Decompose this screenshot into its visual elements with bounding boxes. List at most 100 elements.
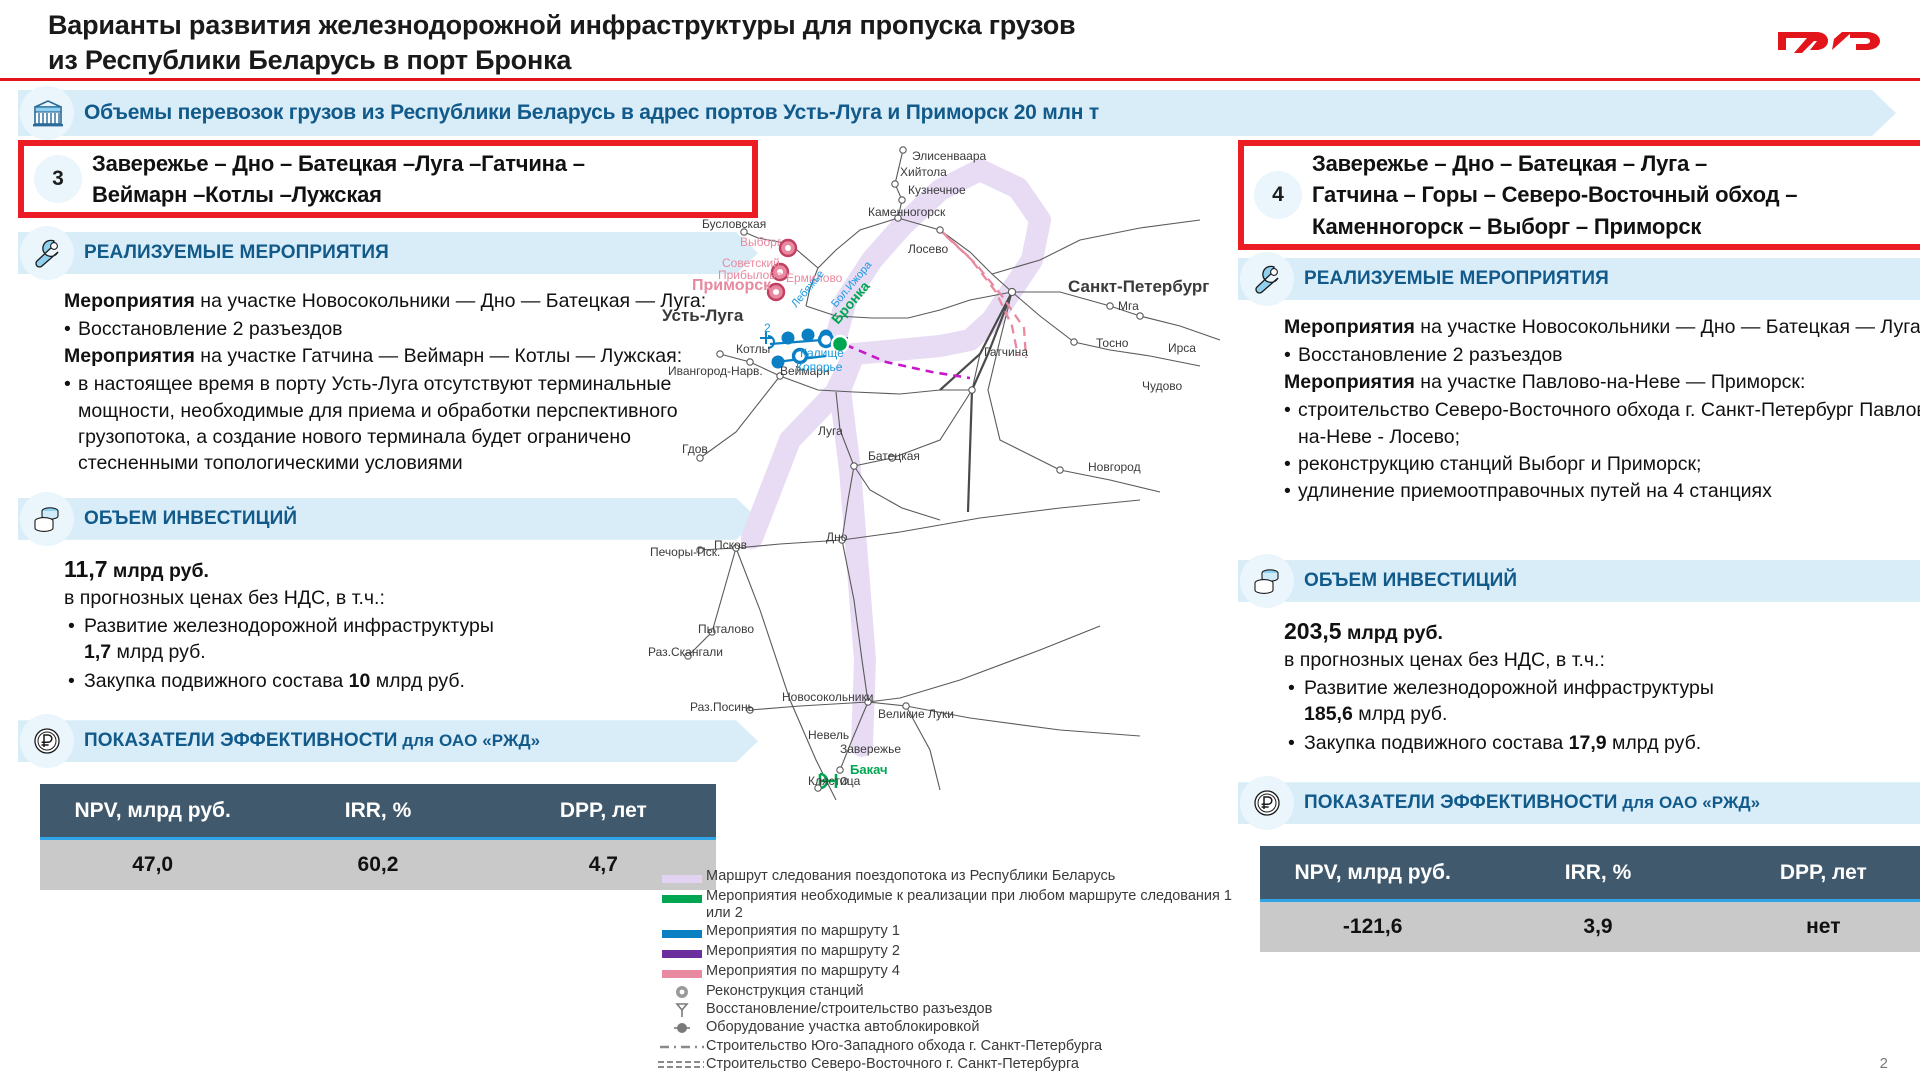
kpi-col-irr-right: IRR, % bbox=[1564, 860, 1632, 884]
investments-item-text-left-1: Развитие железнодорожной инфраструктуры … bbox=[84, 614, 494, 663]
investments-title-left: ОБЪЕМ ИНВЕСТИЦИЙ bbox=[84, 507, 298, 529]
legend-item: Оборудование участка автоблокировкой bbox=[658, 1019, 1238, 1036]
map-label: Гдов bbox=[682, 442, 708, 456]
measures-section-header-right: РЕАЛИЗУЕМЫЕ МЕРОПРИЯТИЯ bbox=[1238, 252, 1920, 306]
legend-label: Маршрут следования поездопотока из Респу… bbox=[706, 868, 1116, 884]
legend-label: Строительство Северо-Восточного г. Санкт… bbox=[706, 1055, 1079, 1072]
map-label: Печоры-Пск. bbox=[650, 545, 720, 559]
route-4-line3: Каменногорск – Выборг – Приморск bbox=[1312, 213, 1702, 239]
map-label: Псков bbox=[714, 538, 747, 552]
measures-para2-bold-right: Мероприятия bbox=[1284, 371, 1415, 394]
map-label: Хийтола bbox=[900, 165, 947, 179]
map-label: Веймарн bbox=[780, 364, 830, 378]
map-label: Котлы bbox=[736, 342, 770, 356]
page-title-line2: из Республики Беларусь в порт Бронка bbox=[48, 44, 572, 75]
wrench-icon bbox=[1255, 265, 1279, 294]
measures-para1-left: Мероприятия на участке Новосокольники — … bbox=[64, 288, 738, 314]
legend-label: Восстановление/строительство разъездов bbox=[706, 1001, 993, 1018]
measures-bullet-left-2: • в настоящее время в порту Усть-Луга от… bbox=[64, 371, 738, 476]
route-4-number: 4 bbox=[1254, 171, 1302, 219]
train-icon bbox=[33, 100, 63, 127]
legend-color-swatch bbox=[658, 871, 706, 887]
investments-list-left: • Развитие железнодорожной инфраструктур… bbox=[64, 613, 738, 694]
legend-swatch-bar bbox=[662, 895, 702, 903]
route-4-text: Завережье – Дно – Батецкая – Луга – Гатч… bbox=[1312, 148, 1798, 242]
legend-label: Оборудование участка автоблокировкой bbox=[706, 1019, 980, 1036]
kpi-title-left: ПОКАЗАТЕЛИ ЭФФЕКТИВНОСТИ для ОАО «РЖД» bbox=[84, 730, 541, 752]
map-label: Советский bbox=[722, 256, 780, 270]
investments-amount-unit-left: млрд руб. bbox=[107, 559, 209, 582]
map-label: Невель bbox=[808, 728, 849, 742]
legend-item: Строительство Северо-Восточного г. Санкт… bbox=[658, 1056, 1238, 1073]
legend-swatch-bar bbox=[662, 875, 702, 883]
investments-body-right: 203,5 млрд руб. в прогнозных ценах без Н… bbox=[1238, 602, 1920, 756]
map-label: Раз.Посинь bbox=[690, 700, 754, 714]
kpi-val-dpp-left: 4,7 bbox=[588, 853, 618, 877]
map-label: Бакач bbox=[850, 762, 888, 777]
measures-para2-bold-left: Мероприятия bbox=[64, 345, 195, 368]
route-3-text: Завережье – Дно – Батецкая –Луга –Гатчин… bbox=[92, 148, 585, 210]
legend-item: Маршрут следования поездопотока из Респу… bbox=[658, 868, 1238, 887]
kpi-section-header-right: ПОКАЗАТЕЛИ ЭФФЕКТИВНОСТИ для ОАО «РЖД» bbox=[1238, 776, 1920, 831]
route-3-line2: Веймарн –Котлы –Лужская bbox=[92, 182, 382, 207]
kpi-col-irr-left: IRR, % bbox=[344, 798, 412, 822]
kpi-val-irr-left: 60,2 bbox=[357, 853, 399, 877]
legend-color-swatch bbox=[658, 926, 706, 942]
map-label: 2 bbox=[764, 321, 771, 335]
measures-title-left: РЕАЛИЗУЕМЫЕ МЕРОПРИЯТИЯ bbox=[84, 242, 389, 263]
map-label: Каменногорск bbox=[868, 205, 946, 219]
investments-amount-right: 203,5 млрд руб. bbox=[1284, 616, 1920, 647]
ruble-icon bbox=[34, 728, 60, 754]
kpi-val-npv-left: 47,0 bbox=[132, 853, 174, 877]
route-4-header[interactable]: 4 Завережье – Дно – Батецкая – Луга – Га… bbox=[1238, 140, 1920, 250]
variant-4-column: 4 Завережье – Дно – Батецкая – Луга – Га… bbox=[1238, 140, 1920, 953]
kpi-col-dpp-right: DPP, лет bbox=[1779, 860, 1867, 884]
volumes-banner-text: Объемы перевозок грузов из Республики Бе… bbox=[84, 101, 1099, 124]
south-west-bypass bbox=[845, 343, 971, 380]
map-label: Великие Луки bbox=[878, 707, 954, 721]
dash-double-line-icon bbox=[658, 1060, 704, 1068]
legend-color-swatch bbox=[658, 946, 706, 962]
map-label: Мга bbox=[1118, 299, 1139, 313]
measures-bar-shape-left bbox=[18, 232, 758, 274]
legend-item: Реконструкция станций bbox=[658, 983, 1238, 1000]
map-label: Пыталово bbox=[698, 622, 754, 636]
route-4-line1: Завережье – Дно – Батецкая – Луга – bbox=[1312, 151, 1708, 177]
bullet-dot: • bbox=[1284, 479, 1291, 502]
bullet-dot: • bbox=[1284, 344, 1291, 367]
kpi-val-npv-right: -121,6 bbox=[1342, 915, 1403, 939]
map-label: Калище bbox=[800, 346, 844, 360]
coins-icon bbox=[1254, 569, 1279, 594]
legend-label: Мероприятия по маршруту 1 bbox=[706, 923, 900, 940]
route-3-header[interactable]: 3 Завережье – Дно – Батецкая –Луга –Гатч… bbox=[18, 140, 758, 218]
map-label: Лосево bbox=[908, 242, 948, 256]
measures-para1-bold-left: Мероприятия bbox=[64, 290, 195, 312]
measures-bullet-right-2: • строительство Северо-Восточного обхода… bbox=[1284, 397, 1920, 449]
measures-bullet-text-right-1: Восстановление 2 разъездов bbox=[1298, 344, 1563, 367]
map-label: Новосокольники bbox=[782, 690, 873, 704]
kpi-col-npv-right: NPV, млрд руб. bbox=[1294, 860, 1451, 884]
legend-swatch-bar bbox=[662, 930, 702, 939]
investments-amount-left: 11,7 млрд руб. bbox=[64, 554, 738, 585]
primorsk-stations bbox=[766, 238, 798, 302]
map-label: Санкт-Петербург bbox=[1068, 277, 1209, 296]
measures-para1-right: Мероприятия на участке Новосокольники — … bbox=[1284, 314, 1920, 340]
station-icon bbox=[676, 986, 688, 999]
legend-item: Мероприятия по маршруту 2 bbox=[658, 943, 1238, 962]
map-label: Кузнечное bbox=[908, 183, 966, 197]
measures-para2-rest-right: на участке Павлово-на-Неве — Приморск: bbox=[1414, 371, 1806, 394]
bullet-dot: • bbox=[1284, 399, 1291, 422]
wrench-icon bbox=[35, 239, 59, 268]
investments-subtitle-left: в прогнозных ценах без НДС, в т.ч.: bbox=[64, 586, 385, 609]
investments-bar-shape-right bbox=[1238, 560, 1920, 602]
legend-color-swatch bbox=[658, 966, 706, 982]
kpi-col-npv-left: NPV, млрд руб. bbox=[74, 798, 231, 822]
kpi-table-left: NPV, млрд руб. IRR, % DPP, лет 47,0 60,2… bbox=[40, 784, 716, 891]
volumes-banner: Объемы перевозок грузов из Республики Бе… bbox=[18, 86, 1896, 140]
map-label: Новгород bbox=[1088, 460, 1141, 474]
legend-color-swatch bbox=[658, 891, 706, 907]
bullet-dot: • bbox=[64, 373, 71, 396]
measures-icon-circle-right bbox=[1240, 252, 1294, 306]
dash-dot-line-icon bbox=[660, 1045, 704, 1048]
measures-icon-circle-left bbox=[20, 226, 74, 280]
